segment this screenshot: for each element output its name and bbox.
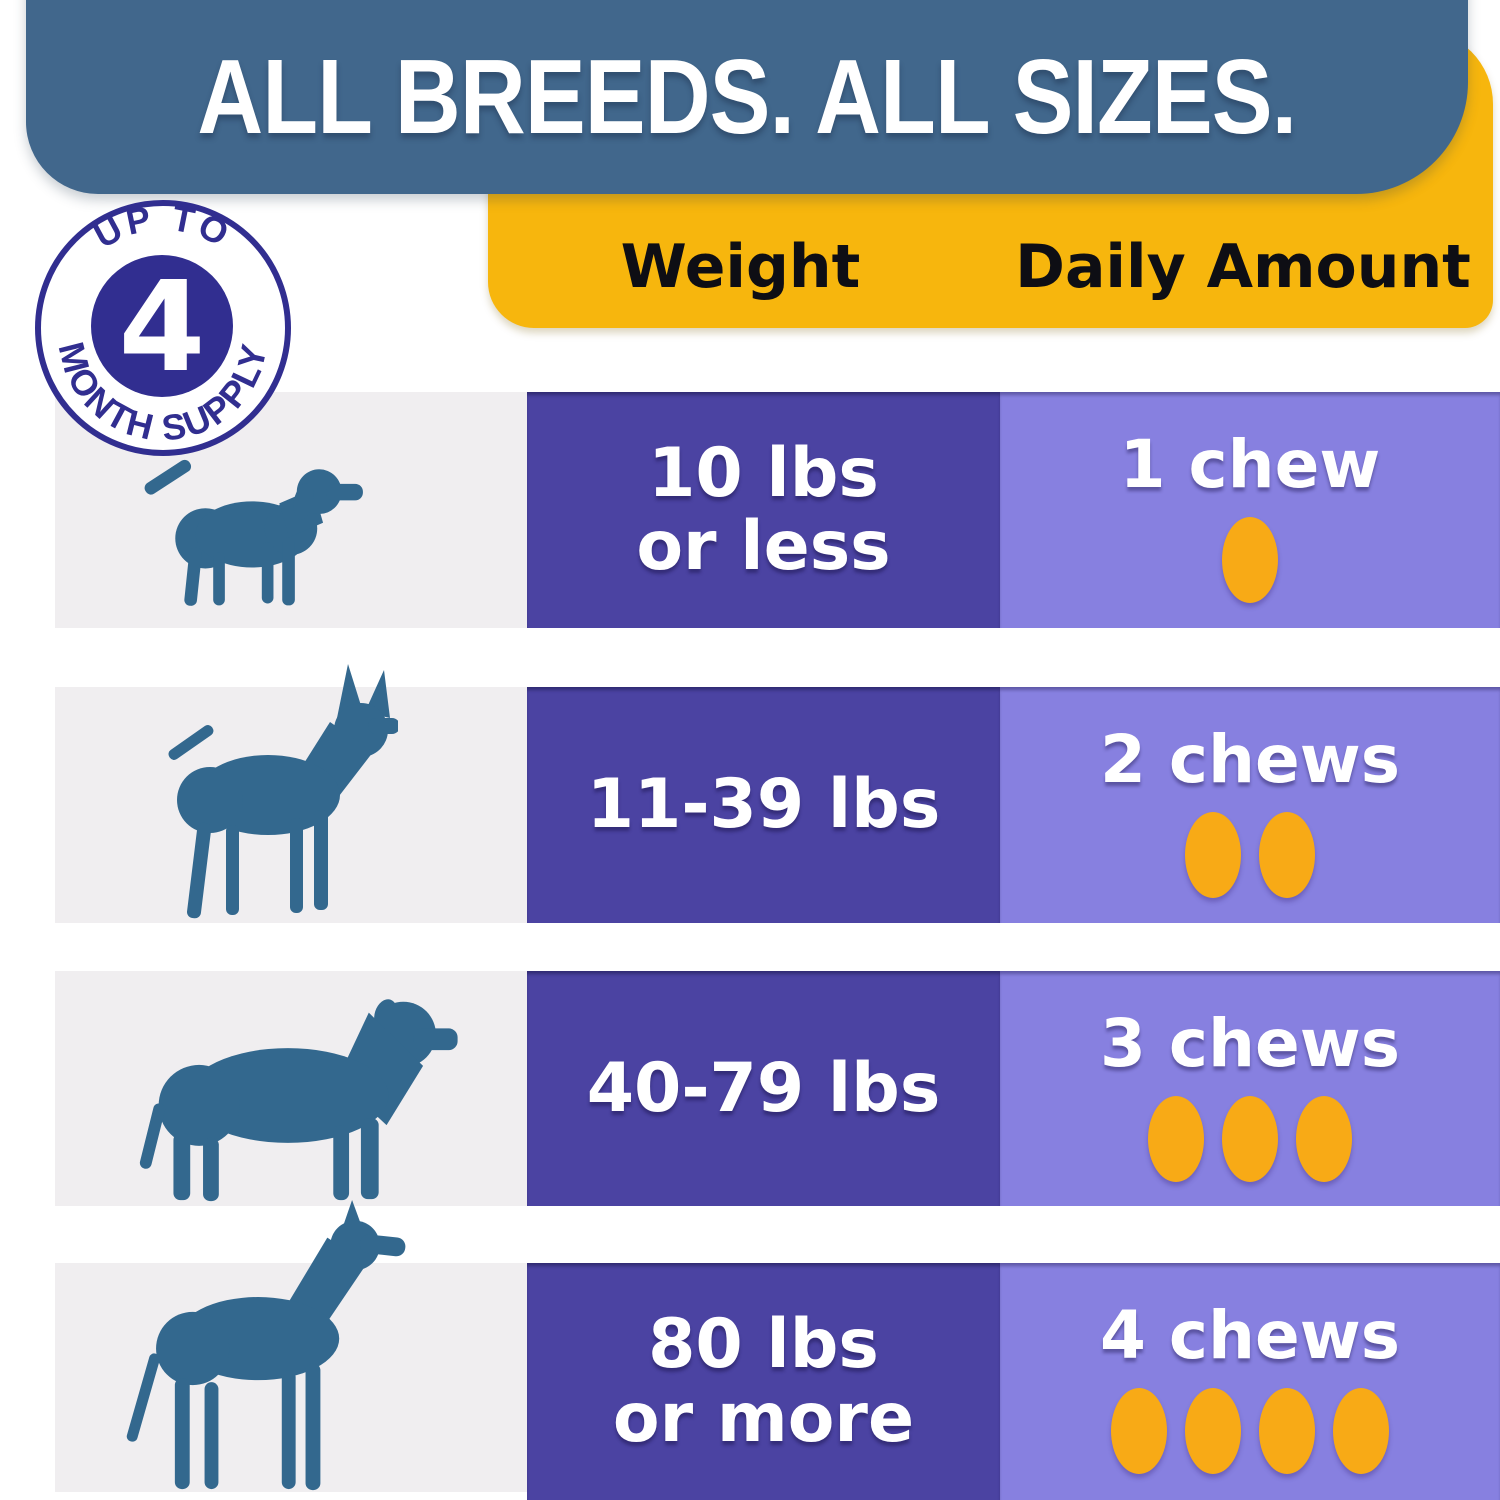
weight-cell-row2: 11-39 lbs xyxy=(527,687,1000,923)
weight-line: 40-79 lbs xyxy=(586,1048,941,1128)
weight-column-header: Weight xyxy=(620,232,861,302)
chew-dot xyxy=(1185,1388,1241,1474)
chew-dots xyxy=(1213,517,1287,603)
chew-dot xyxy=(1222,517,1278,603)
small-dog-icon xyxy=(144,459,363,606)
weight-line: 11-39 lbs xyxy=(586,765,941,845)
chew-count-label: 4 chews xyxy=(1099,1297,1401,1374)
chew-count-label: 1 chew xyxy=(1119,426,1381,503)
chew-dot xyxy=(1296,1096,1352,1182)
daily-cell-row1: 1 chew xyxy=(1000,392,1500,628)
page-title: ALL BREEDS. ALL SIZES. xyxy=(197,38,1298,156)
daily-cell-row3: 3 chews xyxy=(1000,971,1500,1206)
chew-dots xyxy=(1139,1096,1361,1182)
weight-line: or more xyxy=(612,1378,915,1458)
chew-dot xyxy=(1333,1388,1389,1474)
chew-dot xyxy=(1148,1096,1204,1182)
chew-dot xyxy=(1185,812,1241,898)
title-banner: ALL BREEDS. ALL SIZES. xyxy=(26,0,1468,194)
daily-cell-row2: 2 chews xyxy=(1000,687,1500,923)
chew-dot xyxy=(1259,1388,1315,1474)
weight-cell-row3: 40-79 lbs xyxy=(527,971,1000,1206)
medium-dog-icon xyxy=(168,664,398,919)
daily-cell-row4: 4 chews xyxy=(1000,1263,1500,1500)
chew-count-label: 2 chews xyxy=(1099,721,1401,798)
weight-cell-row4: 80 lbs or more xyxy=(527,1263,1000,1500)
chew-dot xyxy=(1111,1388,1167,1474)
chew-count-label: 3 chews xyxy=(1099,1005,1401,1082)
chew-dot xyxy=(1259,812,1315,898)
chew-dots xyxy=(1102,1388,1398,1474)
chew-dots xyxy=(1176,812,1324,898)
weight-line: or less xyxy=(636,507,891,586)
giant-dog-icon xyxy=(126,1200,406,1491)
weight-cell-row1: 10 lbs or less xyxy=(527,392,1000,628)
badge-number: 4 xyxy=(119,255,206,400)
large-dog-icon xyxy=(139,999,458,1202)
badge-inner-circle xyxy=(91,255,233,397)
chew-dot xyxy=(1222,1096,1278,1182)
weight-line: 80 lbs xyxy=(648,1305,879,1385)
month-supply-badge: UP TO MONTH SUPPLY 4 xyxy=(35,198,291,456)
daily-amount-column-header: Daily Amount xyxy=(1015,232,1471,302)
weight-line: 10 lbs xyxy=(648,433,879,513)
